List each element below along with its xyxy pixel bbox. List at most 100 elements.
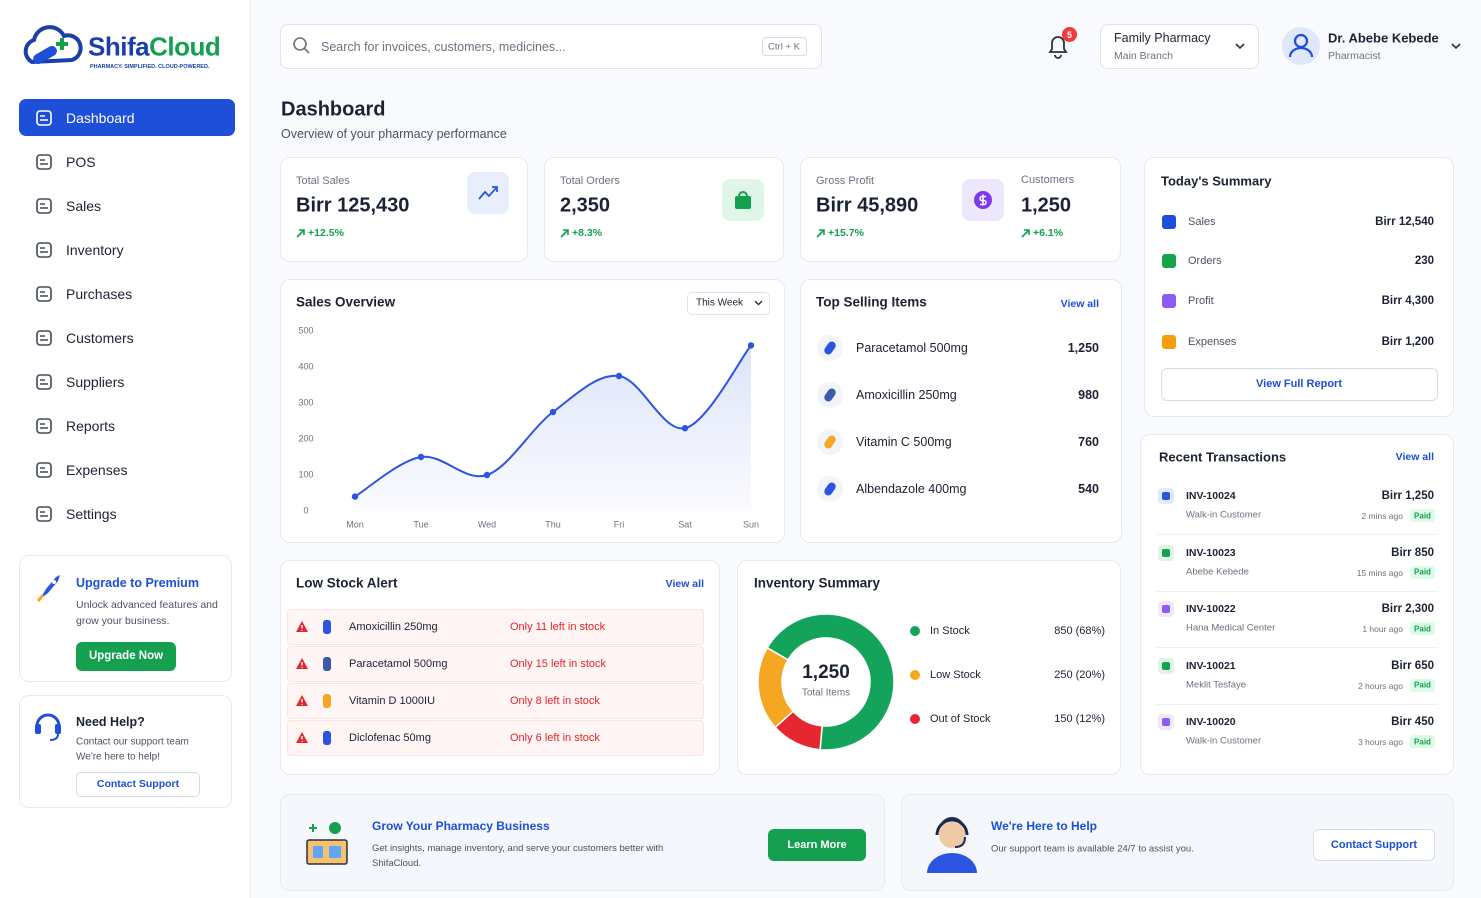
low-stock-link[interactable]: View all — [665, 578, 704, 590]
upgrade-button-label[interactable]: Upgrade Now — [88, 650, 164, 662]
nav-item[interactable]: Suppliers — [66, 374, 125, 390]
nav-item[interactable]: Purchases — [66, 286, 133, 302]
icon-part — [816, 229, 825, 238]
y-tick-label: 500 — [298, 325, 313, 335]
top-selling-title: Top Selling Items — [816, 294, 927, 310]
shortcut-box — [762, 37, 807, 56]
icon-part — [36, 110, 52, 126]
nav-item[interactable]: POS — [66, 154, 96, 170]
icon-part — [36, 198, 52, 214]
item-name: Paracetamol 500mg — [856, 341, 968, 355]
icon — [36, 198, 52, 214]
help-button[interactable] — [76, 772, 200, 797]
x-tick-label: Wed — [478, 519, 496, 529]
period-select[interactable] — [687, 292, 770, 315]
icon-part — [1235, 43, 1245, 50]
icon — [36, 462, 52, 478]
icon — [817, 382, 843, 408]
promo-button[interactable] — [1313, 829, 1435, 861]
legend-dot — [910, 714, 920, 724]
donut-center-label: Total Items — [801, 687, 851, 699]
nav-item[interactable]: Expenses — [66, 462, 128, 478]
promo-button[interactable] — [768, 829, 866, 861]
legend-dot — [910, 626, 920, 636]
icon — [323, 657, 331, 671]
icon — [296, 695, 308, 706]
icon-part — [23, 25, 83, 65]
icon-part — [35, 713, 61, 727]
tx-time: 1 hour ago — [1362, 624, 1403, 634]
y-tick-label: 400 — [298, 361, 313, 371]
promo-text: Get insights, manage inventory, and serv… — [372, 843, 664, 869]
tx-customer: Walk-in Customer — [1186, 509, 1262, 521]
kpi-change: +6.1% — [1033, 227, 1064, 239]
icon — [23, 25, 83, 65]
tx-customer: Hana Medical Center — [1186, 622, 1276, 634]
alert-note: Only 6 left in stock — [510, 732, 600, 744]
icon — [36, 506, 52, 522]
period-label[interactable]: This Week — [696, 297, 744, 309]
item-qty: 760 — [1078, 435, 1099, 449]
icon-part — [738, 191, 748, 197]
icon-part — [36, 594, 45, 602]
alert-row — [287, 646, 704, 682]
alert-note: Only 15 left in stock — [510, 658, 606, 670]
tx-icon-mark — [1162, 661, 1170, 670]
nav-item[interactable]: Reports — [66, 418, 116, 434]
icon — [296, 658, 308, 669]
tx-icon-mark — [1162, 605, 1170, 613]
nav-item[interactable]: Customers — [66, 330, 134, 346]
icon-part — [1054, 54, 1062, 59]
summary-label: Profit — [1188, 295, 1214, 307]
icon — [1021, 229, 1030, 238]
item-name: Albendazole 400mg — [856, 482, 967, 496]
tx-status: Paid — [1414, 511, 1431, 520]
nav-active[interactable] — [19, 99, 235, 136]
icon-part — [40, 511, 48, 517]
icon-part — [927, 853, 977, 873]
promo-button-label[interactable]: Learn More — [787, 839, 847, 851]
icon-part — [293, 37, 307, 51]
promo-button-label[interactable]: Contact Support — [1330, 839, 1418, 851]
upgrade-button[interactable] — [76, 642, 176, 671]
help-text: Contact our support team — [76, 736, 189, 748]
tx-status-badge — [1410, 565, 1435, 579]
icon — [754, 300, 763, 306]
point — [747, 342, 755, 349]
legend-label: In Stock — [930, 625, 970, 637]
branch-select[interactable] — [1100, 24, 1259, 69]
nav-item[interactable]: Inventory — [66, 242, 124, 258]
notification-badge — [1062, 27, 1077, 42]
alert-item: Amoxicillin 250mg — [349, 621, 438, 633]
help-button-label[interactable]: Contact Support — [96, 778, 180, 790]
nav-item[interactable]: Dashboard — [66, 110, 135, 126]
tx-id: INV-10022 — [1186, 603, 1236, 615]
nav-item[interactable]: Settings — [66, 506, 117, 522]
summary-button-label[interactable]: View Full Report — [1256, 378, 1342, 390]
search-box[interactable] — [280, 24, 822, 69]
tx-customer: Walk-in Customer — [1186, 735, 1262, 747]
point — [615, 372, 623, 380]
summary-button[interactable] — [1161, 368, 1438, 401]
kpi-value: Birr 45,890 — [816, 194, 919, 217]
icon — [306, 822, 348, 865]
promo-title: Grow Your Pharmacy Business — [372, 819, 550, 833]
summary-label: Sales — [1188, 216, 1216, 228]
icon-part — [824, 388, 836, 402]
icon-part — [36, 286, 52, 302]
nav-item[interactable]: Sales — [66, 198, 102, 214]
kpi-label: Total Orders — [560, 175, 620, 187]
top-selling-link[interactable]: View all — [1060, 298, 1099, 310]
icon — [36, 110, 52, 126]
icon-part — [36, 154, 52, 170]
x-tick-label: Thu — [545, 519, 561, 529]
recent-link[interactable]: View all — [1395, 451, 1434, 463]
tx-status-badge — [1410, 509, 1435, 522]
recent-card — [1140, 434, 1454, 775]
kpi-label: Customers — [1021, 174, 1075, 186]
icon — [323, 620, 331, 634]
notification-count: 5 — [1066, 29, 1073, 40]
tx-amount: Birr 2,300 — [1381, 603, 1434, 615]
icon — [36, 154, 52, 170]
